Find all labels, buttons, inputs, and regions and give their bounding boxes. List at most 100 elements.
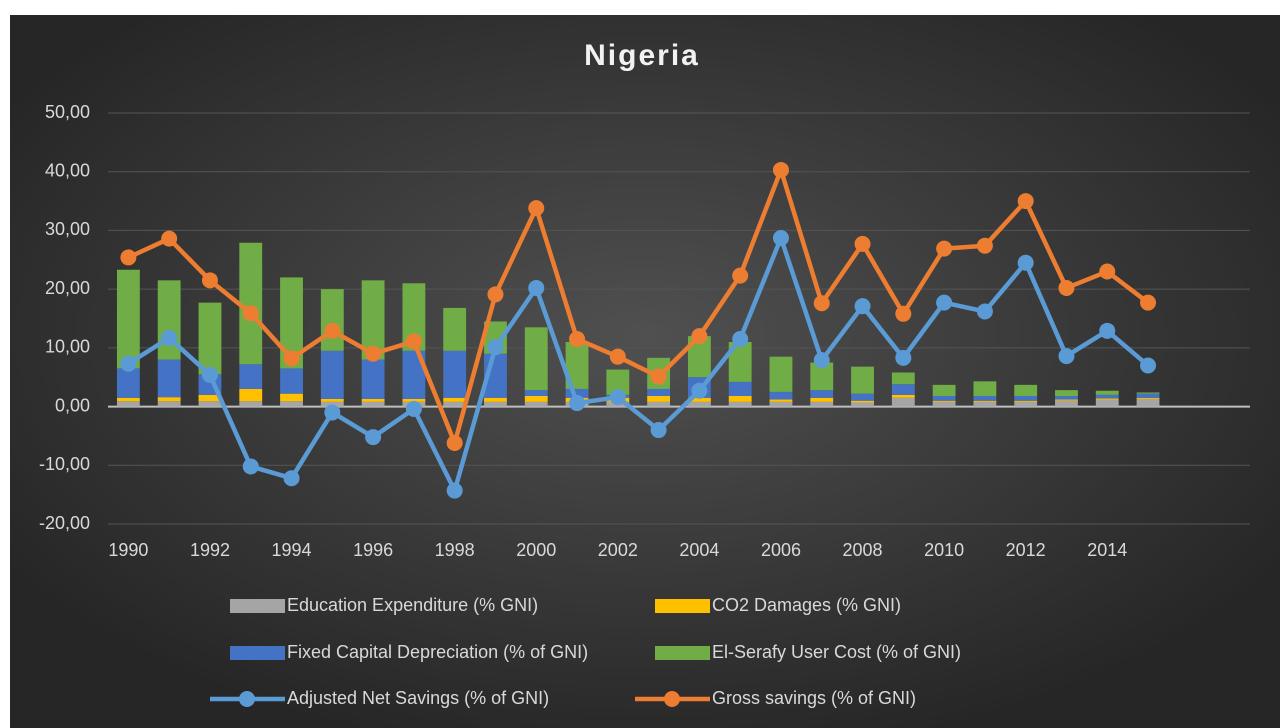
line-marker	[161, 329, 178, 346]
bar-segment	[810, 401, 834, 407]
bar-segment	[1136, 398, 1160, 407]
line-marker	[772, 161, 789, 178]
bar-segment	[647, 388, 671, 397]
bar-segment	[687, 397, 711, 402]
bar-segment	[891, 372, 915, 385]
bar-segment	[1055, 396, 1078, 400]
bar-segment	[973, 396, 997, 401]
bar-segment	[851, 400, 874, 403]
bar-segment	[973, 381, 997, 397]
bar-segment	[973, 401, 997, 407]
bar-segment	[402, 350, 426, 399]
bar-segment	[198, 401, 222, 407]
bar-segment	[1055, 400, 1078, 407]
bar-segment	[1014, 396, 1038, 401]
bar-segment	[524, 390, 548, 397]
bar-segment	[932, 396, 956, 401]
legend-marker	[239, 691, 255, 707]
bar-segment	[565, 341, 589, 389]
line-marker	[405, 333, 422, 350]
x-tick-label: 1994	[272, 540, 312, 560]
bar-segment	[443, 307, 467, 351]
bar-segment	[851, 393, 874, 401]
line-marker	[120, 249, 137, 266]
bar-segment	[891, 394, 915, 398]
bar-segment	[239, 242, 263, 365]
bar-segment	[769, 401, 793, 407]
bar-segment	[687, 336, 711, 378]
bar-segment	[728, 401, 752, 407]
bar-segment	[851, 402, 874, 407]
line-marker	[283, 350, 300, 367]
line-marker	[405, 400, 422, 417]
y-tick-label: 10,00	[45, 337, 90, 357]
line-marker	[650, 368, 667, 385]
bar-segment	[116, 397, 140, 402]
bar-segment	[524, 327, 548, 391]
bar-segment	[565, 388, 589, 398]
bar-segment	[198, 394, 222, 402]
line-marker	[569, 331, 586, 348]
line-marker	[976, 303, 993, 320]
line-marker	[936, 294, 953, 311]
legend-item: Education Expenditure (% GNI)	[230, 595, 538, 615]
line-marker	[609, 389, 626, 406]
legend-item: Gross savings (% of GNI)	[635, 688, 916, 708]
bar-segment	[1095, 390, 1119, 395]
line-marker	[650, 422, 667, 439]
bar-segment	[1136, 397, 1160, 399]
bar-segment	[1095, 399, 1119, 407]
bar-segment	[1055, 390, 1078, 397]
line-marker	[895, 305, 912, 322]
y-tick-label: 50,00	[45, 102, 90, 122]
legend-swatch	[655, 599, 710, 613]
line-marker	[854, 235, 871, 252]
bar-segment	[116, 269, 140, 369]
bar-segment	[280, 393, 303, 402]
bar-segment	[402, 283, 426, 351]
bar-segment	[932, 384, 956, 397]
bar-segment	[1055, 399, 1078, 401]
y-tick-label: -20,00	[39, 513, 90, 533]
bar-segment	[687, 401, 711, 407]
line-marker	[365, 345, 382, 362]
bar-segment	[157, 359, 181, 398]
line-marker	[691, 382, 708, 399]
bar-segment	[891, 384, 915, 395]
bar-segment	[239, 364, 263, 389]
line-marker	[854, 298, 871, 315]
line-marker	[1017, 254, 1034, 271]
legend-label: El-Serafy User Cost (% of GNI)	[712, 642, 961, 662]
legend-label: Adjusted Net Savings (% of GNI)	[287, 688, 549, 708]
legend-swatch	[655, 646, 710, 660]
bar-segment	[320, 350, 344, 399]
line-marker	[772, 230, 789, 247]
bar-segment	[361, 401, 385, 407]
line-marker	[1058, 279, 1075, 296]
x-tick-label: 1990	[108, 540, 148, 560]
bar-segment	[239, 401, 263, 407]
x-tick-label: 2010	[924, 540, 964, 560]
line-marker	[569, 395, 586, 412]
bar-segment	[116, 401, 140, 407]
bar-segment	[484, 401, 507, 407]
legend-label: Education Expenditure (% GNI)	[287, 595, 538, 615]
legend-label: CO2 Damages (% GNI)	[712, 595, 901, 615]
y-tick-label: 20,00	[45, 278, 90, 298]
line-marker	[446, 482, 463, 499]
bar-segment	[116, 368, 140, 398]
line-marker	[242, 458, 259, 475]
line-marker	[1017, 193, 1034, 210]
line-marker	[283, 470, 300, 487]
line-marker	[1058, 348, 1075, 365]
bar-segment	[484, 397, 507, 402]
line-marker	[528, 200, 545, 217]
bar-segment	[361, 398, 385, 402]
bar-segment	[932, 401, 956, 407]
y-tick-label: 0,00	[55, 395, 90, 415]
legend-swatch	[230, 646, 285, 660]
bar-segment	[157, 401, 181, 407]
x-tick-label: 1996	[353, 540, 393, 560]
